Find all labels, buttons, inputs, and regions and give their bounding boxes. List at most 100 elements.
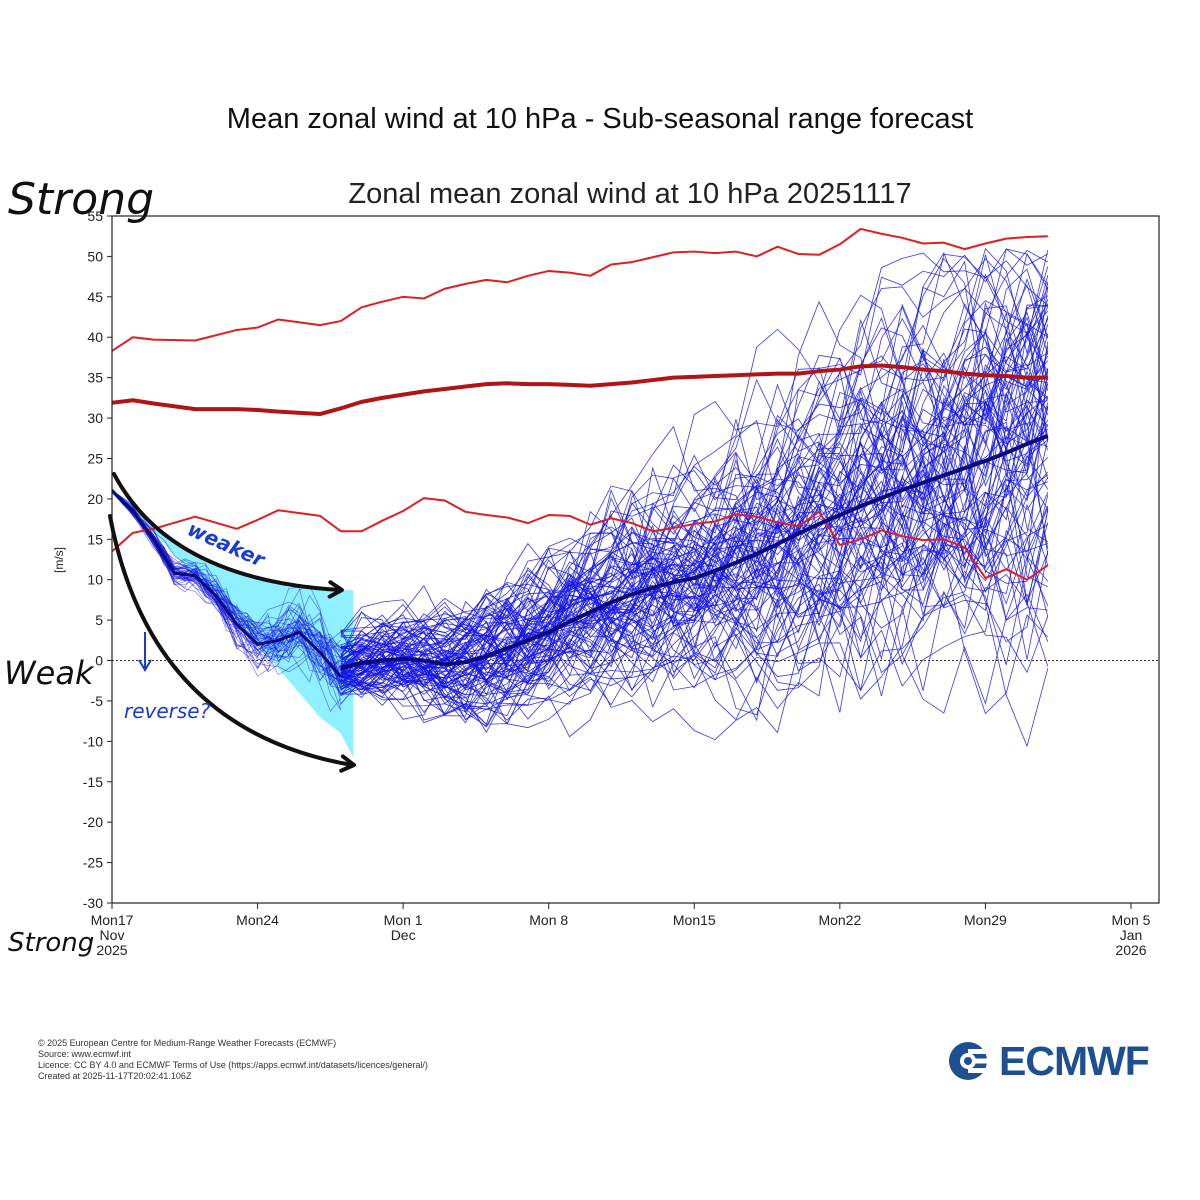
ensemble-member: [340, 252, 1049, 661]
ensemble-member-early: [112, 491, 341, 661]
reverse-arrow-head: [339, 754, 356, 773]
y-tick-label: 40: [87, 329, 103, 345]
y-tick-label: 15: [87, 531, 103, 547]
ensemble-member: [340, 412, 1048, 687]
series-climatology-min: [112, 497, 1049, 581]
ensemble-member: [340, 316, 1049, 669]
ensemble-member: [340, 248, 1049, 694]
ecmwf-logo-icon: [949, 1042, 990, 1080]
footer-source: Source: www.ecmwf.int: [38, 1049, 132, 1059]
ensemble-member: [340, 303, 1048, 681]
ensemble-member: [340, 389, 1049, 695]
y-tick-label: 20: [87, 491, 103, 507]
y-tick-label: 5: [95, 612, 103, 628]
y-tick-label: 35: [87, 370, 103, 386]
y-tick-label: -20: [83, 814, 103, 830]
ensemble-member: [340, 358, 1049, 691]
ensemble-member: [340, 507, 1049, 738]
footer-licence: Licence: CC BY 4.0 and ECMWF Terms of Us…: [38, 1060, 428, 1070]
down-arrow-head: [138, 659, 152, 672]
reverse-arrow: [108, 514, 354, 767]
series-ensemble-mean-recent: [112, 489, 342, 678]
x-tick-label: Mon 8: [529, 912, 568, 928]
ensemble-member: [340, 442, 1049, 722]
y-tick-label: -5: [91, 693, 104, 709]
chart-title: Zonal mean zonal wind at 10 hPa 20251117: [348, 178, 911, 210]
ecmwf-logo-text: ECMWF: [999, 1038, 1150, 1084]
ensemble-member: [340, 416, 1049, 677]
x-tick-label: Nov: [100, 927, 125, 943]
x-tick-label: Mon29: [964, 912, 1007, 928]
ensemble-member: [340, 328, 1049, 678]
x-tick-label: Mon 5: [1112, 912, 1151, 928]
ensemble-member: [340, 315, 1049, 688]
y-tick-label: 30: [87, 410, 103, 426]
x-tick-label: 2026: [1115, 942, 1146, 958]
ensemble-member: [340, 301, 1049, 681]
weaker-arrow: [112, 472, 342, 592]
ensemble-member: [340, 443, 1049, 683]
ensemble-member: [340, 505, 1049, 729]
ensemble-member: [340, 512, 1048, 721]
ensemble-member: [340, 353, 1049, 675]
x-tick-label: Dec: [391, 927, 416, 943]
ensemble-member: [340, 300, 1049, 653]
y-tick-label: -15: [83, 774, 103, 790]
ensemble-member: [340, 381, 1049, 693]
series-climatology-mean: [112, 363, 1048, 417]
x-tick-label: 2025: [96, 942, 127, 958]
y-tick-label: -25: [83, 855, 103, 871]
footer-created: Created at 2025-11-17T20:02:41.106Z: [38, 1071, 192, 1081]
ensemble-member: [340, 350, 1049, 682]
ensemble-member-early: [112, 492, 342, 685]
y-tick-label: 55: [87, 208, 103, 224]
ensemble-member: [340, 399, 1049, 695]
ensemble-member: [340, 247, 1049, 693]
ensemble-member-early: [112, 490, 342, 710]
x-tick-label: Mon22: [818, 912, 861, 928]
footer-copyright: © 2025 European Centre for Medium-Range …: [38, 1038, 337, 1048]
y-tick-label: -30: [83, 895, 103, 911]
ensemble-member: [340, 260, 1049, 687]
annotation-strong-top: Strong: [8, 174, 154, 225]
x-tick-label: Jan: [1120, 927, 1143, 943]
ensemble-member: [340, 283, 1049, 691]
y-axis-label: [m/s]: [52, 547, 66, 573]
x-tick-label: Mon 1: [384, 912, 423, 928]
x-tick-label: Mon15: [673, 912, 716, 928]
x-tick-label: Mon17: [91, 912, 134, 928]
y-tick-label: 25: [87, 450, 103, 466]
ensemble-member: [340, 523, 1049, 741]
ensemble-member: [340, 294, 1049, 705]
plot-frame: [111, 215, 1160, 904]
ensemble-member: [340, 440, 1049, 677]
ensemble-member: [340, 443, 1049, 695]
y-tick-label: 50: [87, 248, 103, 264]
ensemble-member-early: [112, 490, 342, 665]
ensemble-member: [340, 376, 1049, 671]
page-title: Mean zonal wind at 10 hPa - Sub-seasonal…: [227, 103, 973, 135]
ensemble-member: [340, 405, 1049, 725]
annotation-weak: Weak: [4, 654, 95, 692]
weaker-arrow-head: [327, 580, 344, 599]
ensemble-member-early: [112, 492, 342, 663]
ensemble-member: [340, 252, 1049, 671]
series-climatology-max: [112, 227, 1048, 352]
y-tick-label: -10: [83, 733, 103, 749]
ecmwf-logo: ECMWF: [947, 1040, 1167, 1082]
y-tick-label: 0: [95, 653, 103, 669]
ensemble-member: [340, 439, 1049, 695]
series-ensemble-mean: [340, 433, 1049, 671]
annotation-reverse: reverse?: [124, 699, 211, 723]
ensemble-member: [340, 322, 1049, 716]
y-tick-label: 45: [87, 289, 103, 305]
ensemble-member: [340, 518, 1049, 748]
x-tick-label: Mon24: [236, 912, 279, 928]
ensemble-member: [340, 317, 1049, 689]
ensemble-member: [340, 543, 1049, 716]
y-tick-label: 10: [87, 572, 103, 588]
annotation-strong-bottom: Strong: [8, 928, 94, 958]
ensemble-member: [340, 335, 1049, 717]
ensemble-member: [340, 310, 1049, 691]
